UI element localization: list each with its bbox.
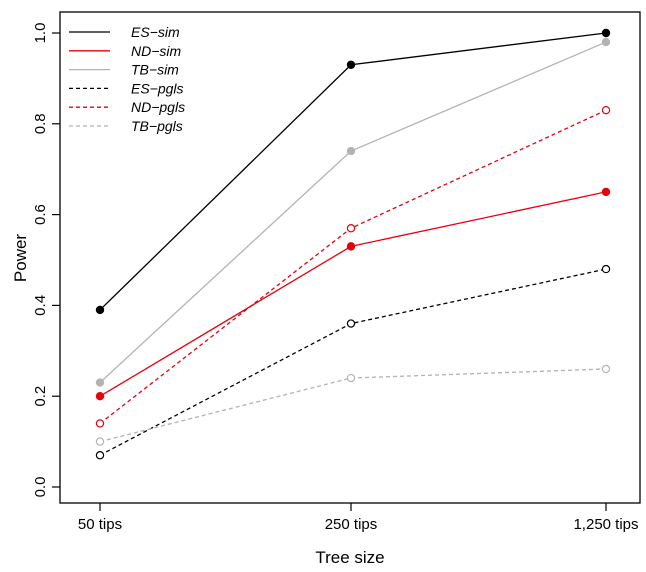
data-point-es-pgls: [601, 264, 611, 274]
series-line-nd-sim: [99, 191, 607, 397]
legend-label: ND−pgls: [131, 99, 185, 115]
data-point-es-sim: [346, 60, 356, 69]
series-layer: [95, 28, 611, 460]
data-point-tb-sim: [601, 37, 611, 47]
data-point-nd-sim: [95, 392, 105, 401]
x-tick-label: 250 tips: [325, 516, 378, 533]
data-point-nd-pgls: [346, 224, 356, 233]
x-axis-title: Tree size: [315, 548, 384, 567]
legend: ES−sim ND−sim TB−sim ES−pgls ND−pgls TB−pgls: [69, 24, 185, 134]
data-point-tb-sim: [346, 146, 356, 156]
series-line-es-pgls: [99, 268, 607, 456]
data-point-nd-sim: [601, 187, 611, 197]
x-tick-label: 50 tips: [78, 516, 122, 533]
data-point-tb-pgls: [95, 437, 105, 446]
data-point-nd-pgls: [601, 105, 611, 115]
series-line-tb-pgls: [99, 368, 607, 443]
legend-label: TB−sim: [131, 62, 179, 78]
legend-label: TB−pgls: [131, 118, 183, 134]
data-point-nd-pgls: [95, 419, 105, 428]
data-point-tb-pgls: [346, 373, 356, 383]
y-tick-label: 0.0: [32, 477, 49, 498]
y-axis-title: Power: [11, 234, 30, 283]
y-tick-label: 0.2: [32, 386, 49, 407]
data-point-es-sim: [95, 305, 105, 315]
y-tick-label: 0.6: [32, 204, 49, 225]
data-point-nd-sim: [346, 242, 356, 251]
y-tick-label: 1.0: [32, 23, 49, 44]
legend-label: ES−pgls: [131, 80, 184, 96]
x-tick-label: 1,250 tips: [573, 516, 638, 533]
data-point-tb-pgls: [601, 364, 611, 374]
data-point-tb-sim: [95, 378, 105, 387]
data-point-es-pgls: [346, 319, 356, 328]
legend-label: ND−sim: [131, 43, 182, 59]
x-axis: 50 tips 250 tips 1,250 tips: [78, 503, 639, 533]
legend-label: ES−sim: [131, 24, 180, 40]
y-tick-label: 0.8: [32, 113, 49, 134]
data-point-es-sim: [601, 28, 611, 38]
y-tick-label: 0.4: [32, 295, 49, 316]
y-axis: 0.0 0.2 0.4 0.6 0.8 1.0: [32, 23, 60, 498]
data-point-es-pgls: [95, 451, 105, 460]
plot-frame: [59, 11, 641, 504]
